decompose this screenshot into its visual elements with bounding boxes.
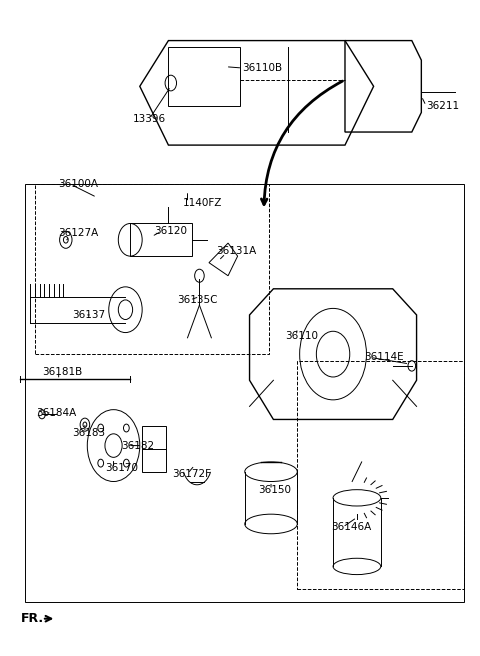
Text: 36172F: 36172F	[172, 468, 211, 479]
Text: 36127A: 36127A	[58, 228, 98, 238]
Text: 13396: 13396	[132, 114, 166, 124]
Text: 36131A: 36131A	[216, 246, 256, 256]
Text: 36181B: 36181B	[42, 367, 82, 377]
Text: 36114E: 36114E	[364, 352, 404, 362]
Text: 36100A: 36100A	[59, 179, 99, 190]
Text: FR.: FR.	[21, 612, 44, 625]
Text: 36211: 36211	[426, 101, 459, 111]
Text: 36110: 36110	[285, 331, 318, 341]
Text: 36135C: 36135C	[177, 295, 217, 305]
Text: 36110B: 36110B	[242, 63, 283, 73]
Text: 36120: 36120	[154, 226, 187, 236]
Text: 36182: 36182	[120, 441, 154, 451]
Text: 36146A: 36146A	[331, 522, 371, 532]
Text: 1140FZ: 1140FZ	[183, 197, 222, 207]
Text: 36150: 36150	[258, 485, 291, 495]
Text: 36183: 36183	[72, 428, 105, 438]
Text: 36184A: 36184A	[36, 408, 76, 418]
Text: 36137: 36137	[72, 310, 105, 320]
Text: 36170: 36170	[106, 463, 138, 474]
